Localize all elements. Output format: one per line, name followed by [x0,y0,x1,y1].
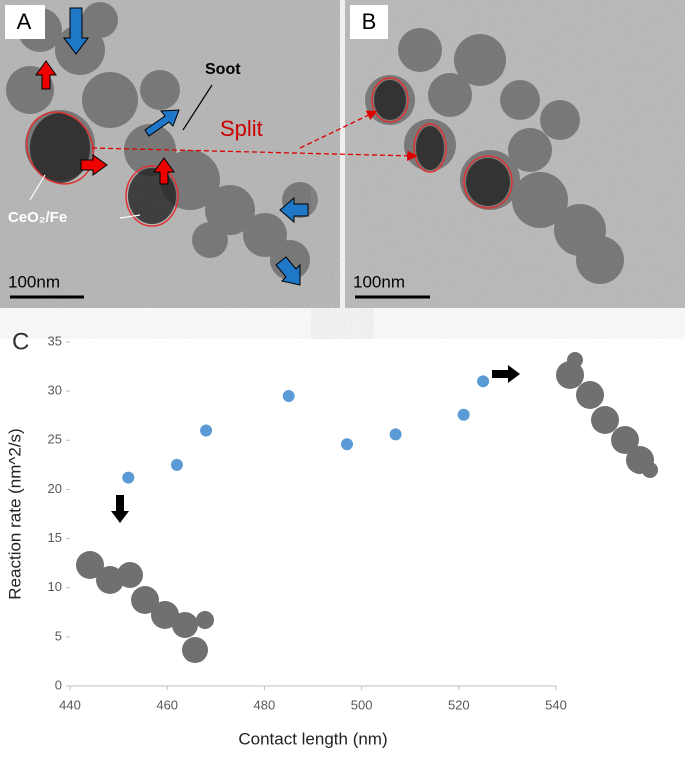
point [170,458,183,471]
y-tick-label: 25 [48,432,62,447]
panel-label: B [362,9,377,34]
y-tick-label: 5 [55,628,62,643]
x-tick-label: 460 [156,697,178,712]
point [341,438,354,451]
point [457,408,470,421]
annotation: Soot [205,61,241,78]
panel-label: A [17,9,32,34]
scale-bar-label: 100nm [353,272,405,291]
y-tick-label: 30 [48,383,62,398]
y-tick-label: 15 [48,530,62,545]
y-axis-label: Reaction rate (nm^2/s) [5,428,24,599]
x-tick-label: 440 [59,697,81,712]
panel-label: C [12,328,29,355]
scale-bar-label: 100nm [8,272,60,291]
micrograph-b [345,0,685,308]
x-tick-label: 540 [545,697,567,712]
point [477,375,490,388]
point [389,428,402,441]
y-tick-label: 10 [48,579,62,594]
x-tick-label: 500 [351,697,373,712]
x-tick-label: 480 [254,697,276,712]
micrograph-a [0,0,340,308]
annotation: Split [220,116,263,141]
annotation: CeO₂/Fe [8,209,67,226]
y-tick-label: 20 [48,481,62,496]
point [122,471,135,484]
y-tick-label: 0 [55,677,62,692]
y-tick-label: 35 [48,333,62,348]
point [200,424,213,437]
x-tick-label: 520 [448,697,470,712]
x-axis-label: Contact length (nm) [238,729,387,748]
point [282,390,295,403]
inset-aggregate [76,352,658,663]
